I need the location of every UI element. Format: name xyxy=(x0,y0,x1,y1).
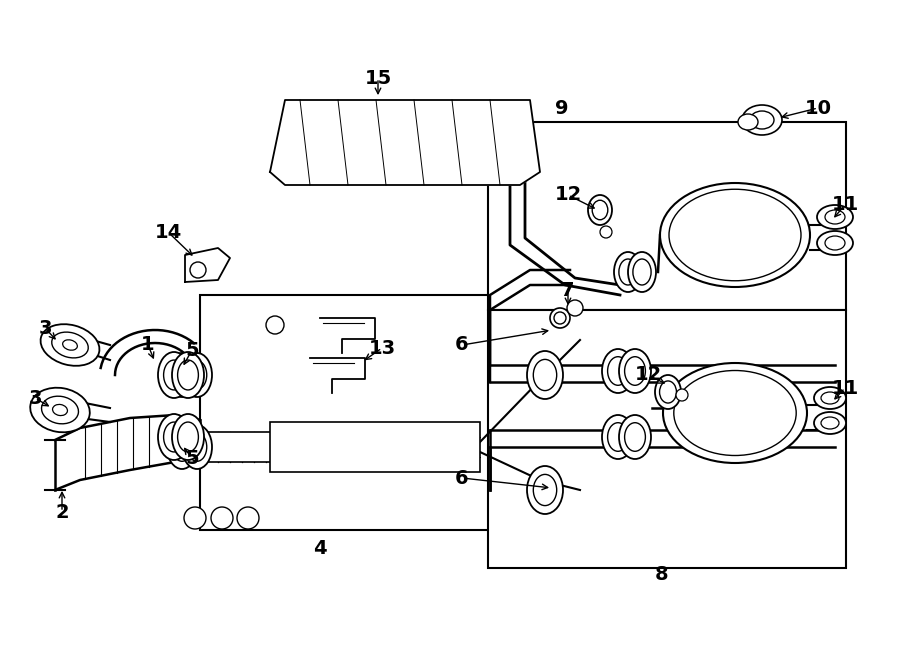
Ellipse shape xyxy=(619,259,637,285)
Ellipse shape xyxy=(182,425,212,469)
Ellipse shape xyxy=(625,422,645,451)
Ellipse shape xyxy=(167,353,197,397)
Ellipse shape xyxy=(821,417,839,429)
Text: 11: 11 xyxy=(832,196,859,215)
Ellipse shape xyxy=(158,352,190,398)
Ellipse shape xyxy=(31,388,90,432)
Ellipse shape xyxy=(52,405,68,416)
Bar xyxy=(488,310,846,568)
Ellipse shape xyxy=(814,412,846,434)
Text: 9: 9 xyxy=(555,98,569,118)
Ellipse shape xyxy=(534,475,557,506)
Ellipse shape xyxy=(187,433,207,461)
Ellipse shape xyxy=(534,360,557,391)
Circle shape xyxy=(600,226,612,238)
Ellipse shape xyxy=(655,375,681,409)
Ellipse shape xyxy=(51,332,88,358)
Ellipse shape xyxy=(164,422,184,452)
Ellipse shape xyxy=(602,415,634,459)
Ellipse shape xyxy=(588,195,612,225)
Text: 12: 12 xyxy=(554,186,581,204)
Text: 3: 3 xyxy=(28,389,41,407)
Ellipse shape xyxy=(608,357,628,385)
Ellipse shape xyxy=(660,183,810,287)
Ellipse shape xyxy=(177,360,198,390)
Bar xyxy=(198,432,293,462)
Ellipse shape xyxy=(187,361,207,389)
Circle shape xyxy=(567,300,583,316)
Ellipse shape xyxy=(614,252,642,292)
Text: 6: 6 xyxy=(455,469,469,488)
Text: 5: 5 xyxy=(185,340,199,360)
Ellipse shape xyxy=(527,466,563,514)
Ellipse shape xyxy=(602,349,634,393)
Text: 3: 3 xyxy=(38,319,52,338)
Ellipse shape xyxy=(817,205,853,229)
Ellipse shape xyxy=(172,414,204,460)
Ellipse shape xyxy=(167,425,197,469)
Ellipse shape xyxy=(527,351,563,399)
Ellipse shape xyxy=(674,371,796,455)
Ellipse shape xyxy=(608,422,628,451)
Circle shape xyxy=(211,507,233,529)
Ellipse shape xyxy=(628,252,656,292)
Text: 7: 7 xyxy=(562,280,575,299)
Ellipse shape xyxy=(825,210,845,224)
Bar xyxy=(270,422,480,472)
Polygon shape xyxy=(185,248,230,282)
Ellipse shape xyxy=(625,357,645,385)
Ellipse shape xyxy=(177,422,198,452)
Text: 14: 14 xyxy=(155,223,182,241)
Ellipse shape xyxy=(750,111,774,129)
Ellipse shape xyxy=(738,114,758,130)
Circle shape xyxy=(190,262,206,278)
Circle shape xyxy=(266,316,284,334)
Ellipse shape xyxy=(158,414,190,460)
Text: 5: 5 xyxy=(185,449,199,467)
Ellipse shape xyxy=(817,231,853,255)
Text: 10: 10 xyxy=(805,98,832,118)
Ellipse shape xyxy=(669,189,801,281)
Circle shape xyxy=(184,507,206,529)
Ellipse shape xyxy=(592,200,608,219)
Ellipse shape xyxy=(172,433,192,461)
Ellipse shape xyxy=(40,324,99,366)
Text: 12: 12 xyxy=(634,366,662,385)
Ellipse shape xyxy=(633,259,651,285)
Text: 13: 13 xyxy=(368,338,396,358)
Text: 15: 15 xyxy=(364,69,392,87)
Ellipse shape xyxy=(172,352,204,398)
Text: 2: 2 xyxy=(55,502,68,522)
Text: 11: 11 xyxy=(832,379,859,397)
Bar xyxy=(200,295,662,530)
Ellipse shape xyxy=(663,363,807,463)
Ellipse shape xyxy=(164,360,184,390)
Text: 8: 8 xyxy=(655,566,669,584)
Text: 6: 6 xyxy=(455,336,469,354)
Ellipse shape xyxy=(172,361,192,389)
Ellipse shape xyxy=(742,105,782,135)
Ellipse shape xyxy=(182,353,212,397)
Ellipse shape xyxy=(814,387,846,409)
Circle shape xyxy=(676,389,688,401)
Ellipse shape xyxy=(825,236,845,250)
Ellipse shape xyxy=(619,349,651,393)
Text: 1: 1 xyxy=(141,336,155,354)
Polygon shape xyxy=(270,100,540,185)
Circle shape xyxy=(550,308,570,328)
Text: 4: 4 xyxy=(313,539,327,557)
Ellipse shape xyxy=(619,415,651,459)
Bar xyxy=(488,122,846,310)
Ellipse shape xyxy=(821,392,839,404)
Ellipse shape xyxy=(63,340,77,350)
Circle shape xyxy=(237,507,259,529)
Ellipse shape xyxy=(41,396,78,424)
Ellipse shape xyxy=(660,381,677,403)
Circle shape xyxy=(554,312,566,324)
